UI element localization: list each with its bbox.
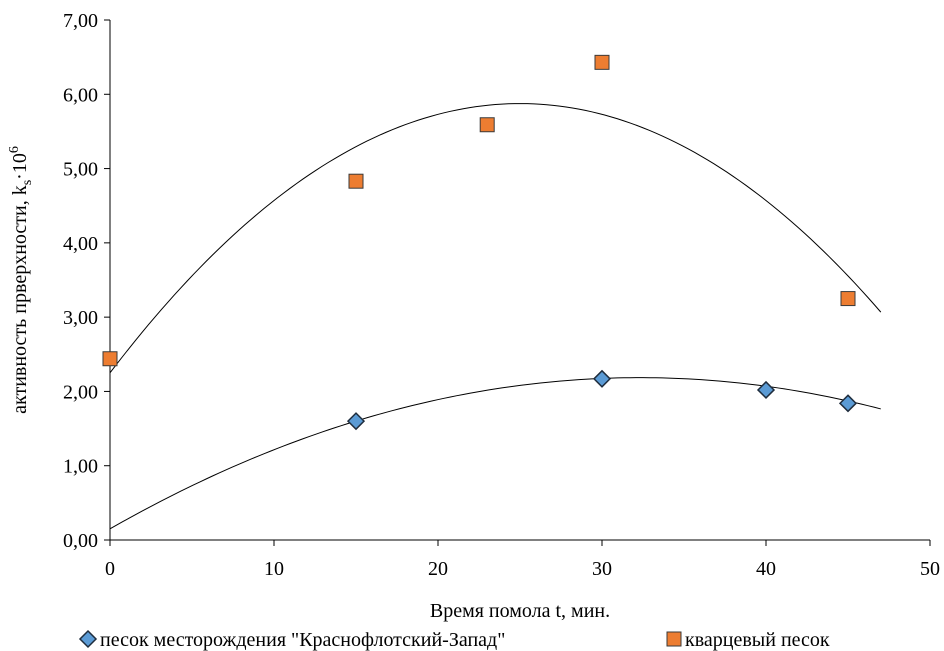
x-tick-label: 0	[105, 558, 115, 580]
legend-diamond-marker	[78, 629, 98, 649]
legend-item-series-2: кварцевый песок	[666, 629, 830, 651]
y-tick-label: 7,00	[63, 10, 98, 32]
data-point-square	[594, 54, 610, 70]
data-point-square	[840, 291, 856, 307]
y-tick-label: 0,00	[63, 530, 98, 552]
y-axis-title-subscript: s	[20, 180, 35, 185]
x-tick-label: 10	[264, 558, 284, 580]
x-tick-label: 20	[428, 558, 448, 580]
data-point-diamond	[592, 369, 612, 388]
x-tick-label: 50	[920, 558, 940, 580]
x-tick-label: 40	[756, 558, 776, 580]
y-axis-title-superscript: 6	[7, 146, 22, 153]
data-point-square	[348, 173, 364, 189]
y-tick-label: 1,00	[63, 456, 98, 478]
legend: песок месторождения "Краснофлотский-Запа…	[78, 629, 830, 651]
data-point-square	[102, 351, 118, 367]
y-tick-label: 5,00	[63, 159, 98, 181]
legend-label-series-2: кварцевый песок	[685, 629, 830, 651]
trendline-series-1	[109, 377, 881, 530]
data-points	[102, 54, 858, 431]
x-axis-title: Время помола t, мин.	[430, 600, 610, 622]
trendline-series-2	[109, 103, 882, 374]
data-point-diamond	[838, 394, 858, 413]
y-axis-title-main: активность прверхности, k	[9, 185, 31, 414]
y-tick-label: 2,00	[63, 381, 98, 403]
x-axis-ticks: 0 10 20 30 40 50	[105, 540, 940, 580]
y-tick-label: 6,00	[63, 84, 98, 106]
y-tick-label: 4,00	[63, 233, 98, 255]
data-point-square	[479, 117, 495, 133]
y-axis-title-multiplier: ·10	[9, 153, 31, 180]
trendlines	[109, 103, 882, 530]
y-axis-ticks: 0,00 1,00 2,00 3,00 4,00 5,00 6,00 7,00	[63, 10, 110, 552]
x-tick-label: 30	[592, 558, 612, 580]
y-axis-title: активность прверхности, ks·106	[7, 146, 35, 414]
plot-area: 0,00 1,00 2,00 3,00 4,00 5,00 6,00 7,00 0 10 20 30…	[63, 10, 940, 580]
legend-item-series-1: песок месторождения "Краснофлотский-Запа…	[78, 629, 505, 651]
y-tick-label: 3,00	[63, 307, 98, 329]
data-point-diamond	[756, 380, 776, 400]
legend-square-marker	[666, 631, 682, 647]
data-point-diamond	[346, 412, 366, 431]
legend-label-series-1: песок месторождения "Краснофлотский-Запа…	[100, 629, 505, 651]
